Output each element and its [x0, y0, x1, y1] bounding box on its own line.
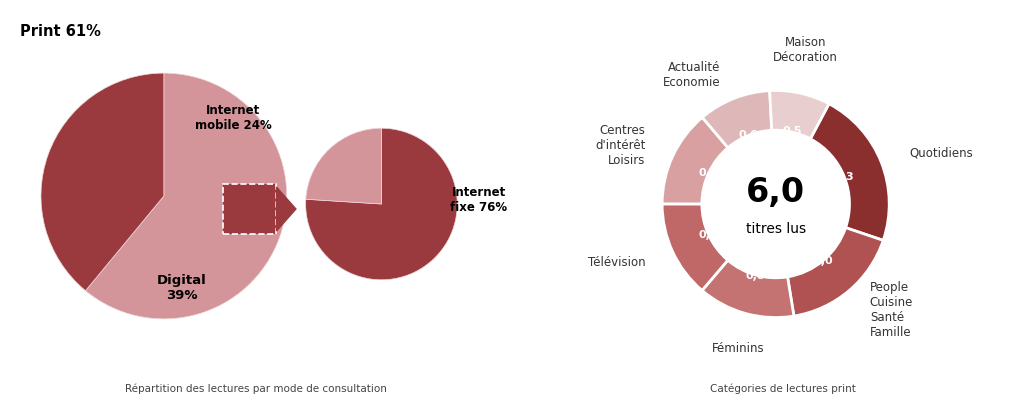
Wedge shape: [306, 128, 382, 204]
Text: Féminins: Féminins: [712, 342, 765, 355]
Wedge shape: [86, 73, 287, 319]
Wedge shape: [663, 204, 728, 290]
Text: Catégories de lectures print: Catégories de lectures print: [711, 384, 856, 394]
Text: 6,0: 6,0: [746, 176, 805, 209]
Text: Digital
39%: Digital 39%: [157, 274, 207, 302]
Wedge shape: [306, 128, 457, 280]
Text: Télévision: Télévision: [588, 256, 645, 268]
Text: 0,8: 0,8: [698, 230, 718, 240]
Text: Répartition des lectures par mode de consultation: Répartition des lectures par mode de con…: [125, 384, 387, 394]
Text: titres lus: titres lus: [745, 222, 806, 236]
Text: People
Cuisine
Santé
Famille: People Cuisine Santé Famille: [869, 281, 913, 339]
Bar: [223, 184, 276, 234]
Wedge shape: [810, 104, 889, 240]
Text: Actualité
Economie: Actualité Economie: [663, 61, 720, 89]
Wedge shape: [770, 90, 829, 139]
Text: Maison
Décoration: Maison Décoration: [773, 36, 838, 64]
Text: Internet
mobile 24%: Internet mobile 24%: [195, 104, 271, 132]
Text: 1,0: 1,0: [814, 256, 834, 266]
Text: 0,5: 0,5: [782, 126, 802, 136]
Polygon shape: [276, 187, 296, 231]
Text: Internet
fixe 76%: Internet fixe 76%: [451, 186, 507, 214]
Text: Quotidiens: Quotidiens: [909, 146, 973, 159]
Wedge shape: [702, 260, 794, 318]
Text: 0,8: 0,8: [745, 271, 766, 281]
Text: Print 61%: Print 61%: [20, 24, 101, 39]
Wedge shape: [702, 91, 772, 148]
Text: 0,6: 0,6: [738, 130, 758, 140]
Text: 1,3: 1,3: [835, 172, 855, 182]
Wedge shape: [787, 228, 884, 316]
Wedge shape: [663, 117, 728, 204]
Wedge shape: [41, 73, 164, 291]
Text: Centres
d'intérêt
Loisirs: Centres d'intérêt Loisirs: [595, 124, 645, 167]
Bar: [223, 184, 276, 234]
Text: 0,8: 0,8: [698, 168, 718, 178]
